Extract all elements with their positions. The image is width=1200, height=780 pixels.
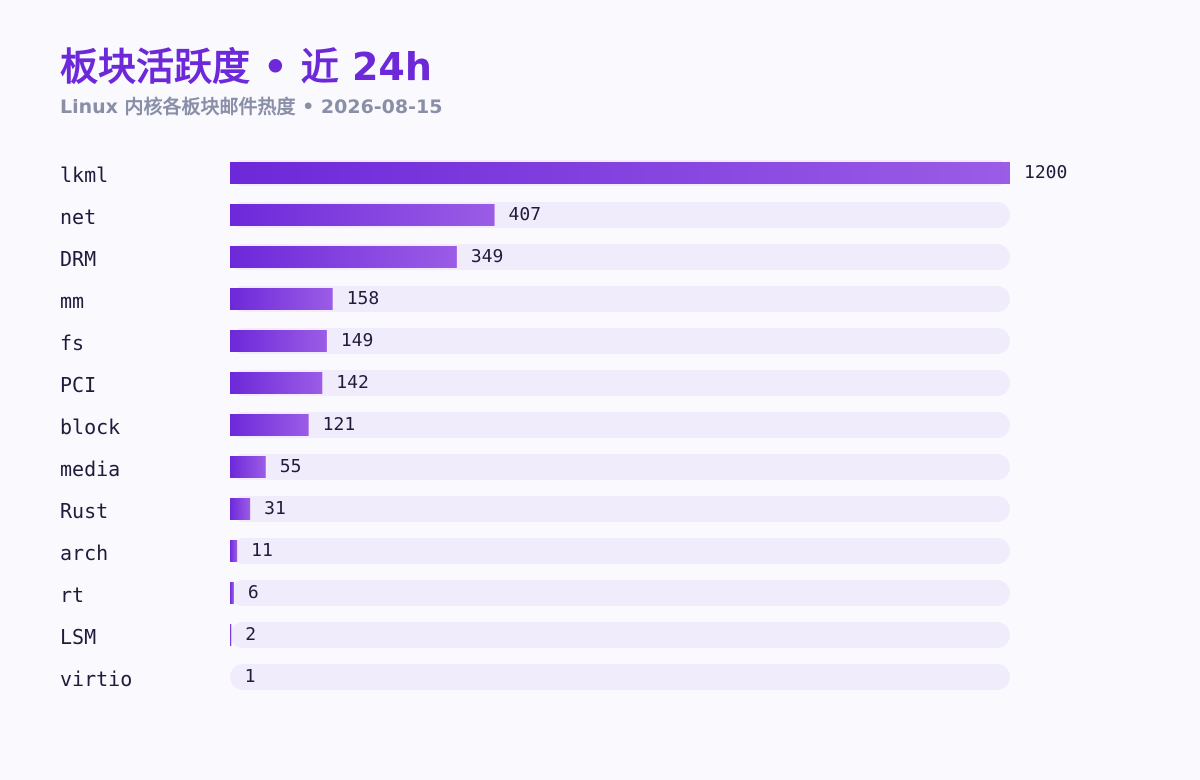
bar-row: DRM 349 xyxy=(60,244,1010,271)
value-label: 2 xyxy=(245,624,256,645)
bar-track xyxy=(230,538,1010,564)
bar-row: media 55 xyxy=(60,454,1010,481)
bar-track xyxy=(230,580,1010,606)
category-label: net xyxy=(60,205,96,229)
bar xyxy=(230,162,1010,184)
category-label: virtio xyxy=(60,667,132,691)
value-label: 55 xyxy=(280,456,302,477)
bar xyxy=(230,330,327,352)
bar-track xyxy=(230,328,1010,354)
bar-row: rt 6 xyxy=(60,580,1010,607)
bar-row: lkml 1200 xyxy=(60,160,1067,187)
value-label: 158 xyxy=(347,288,380,309)
category-label: fs xyxy=(60,331,84,355)
category-label: LSM xyxy=(60,625,96,649)
value-label: 142 xyxy=(336,372,369,393)
bar-row: LSM 2 xyxy=(60,622,1010,649)
chart-title: 板块活跃度 • 近 24h xyxy=(60,45,432,89)
category-label: DRM xyxy=(60,247,96,271)
bar-track xyxy=(230,286,1010,312)
bar-row: fs 149 xyxy=(60,328,1010,355)
category-label: lkml xyxy=(60,163,108,187)
category-label: block xyxy=(60,415,120,439)
bar-track xyxy=(230,454,1010,480)
value-label: 407 xyxy=(509,204,542,225)
category-label: mm xyxy=(60,289,84,313)
value-label: 11 xyxy=(251,540,273,561)
category-label: media xyxy=(60,457,120,481)
chart-rows: lkml 1200 net 407 DRM 349 mm 158 fs 149 PCI 142 bloc… xyxy=(60,160,1067,691)
bar xyxy=(230,414,309,436)
bar-row: Rust 31 xyxy=(60,496,1010,523)
value-label: 6 xyxy=(248,582,259,603)
bar-track xyxy=(230,370,1010,396)
bar xyxy=(230,288,333,310)
bar-row: PCI 142 xyxy=(60,370,1010,397)
value-label: 121 xyxy=(323,414,356,435)
bar xyxy=(230,246,457,268)
bar xyxy=(230,582,234,604)
value-label: 349 xyxy=(471,246,504,267)
value-label: 1200 xyxy=(1024,162,1067,183)
bar xyxy=(230,372,323,394)
value-label: 31 xyxy=(264,498,286,519)
bar-track xyxy=(230,622,1010,648)
category-label: arch xyxy=(60,541,108,565)
bar-row: mm 158 xyxy=(60,286,1010,313)
category-label: PCI xyxy=(60,373,96,397)
chart-subtitle: Linux 内核各板块邮件热度 • 2026-08-15 xyxy=(60,96,443,118)
category-label: Rust xyxy=(60,499,108,523)
bar-row: arch 11 xyxy=(60,538,1010,565)
category-label: rt xyxy=(60,583,84,607)
bar-row: virtio 1 xyxy=(60,664,1010,691)
bar-row: block 121 xyxy=(60,412,1010,439)
value-label: 1 xyxy=(245,666,256,687)
bar xyxy=(230,624,232,646)
bar xyxy=(230,540,238,562)
bar xyxy=(230,456,266,478)
value-label: 149 xyxy=(341,330,374,351)
bar-row: net 407 xyxy=(60,202,1010,229)
bar xyxy=(230,498,251,520)
bar xyxy=(230,204,495,226)
bar-track xyxy=(230,664,1010,690)
bar-track xyxy=(230,496,1010,522)
bar-track xyxy=(230,412,1010,438)
